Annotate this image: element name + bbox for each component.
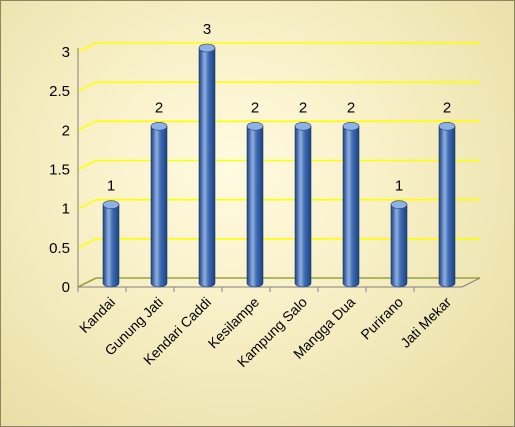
x-tick-label: Kandai bbox=[76, 294, 118, 336]
bar-top bbox=[150, 122, 168, 131]
data-label: 2 bbox=[443, 99, 451, 116]
gridline-diagonal bbox=[77, 81, 97, 92]
bar bbox=[438, 126, 456, 288]
gridline-diagonal bbox=[77, 198, 97, 210]
gridline-diagonal bbox=[77, 238, 97, 249]
data-label: 2 bbox=[155, 99, 163, 116]
bar-top bbox=[390, 200, 408, 209]
bar bbox=[246, 126, 264, 288]
bar-top bbox=[102, 200, 120, 209]
data-label: 2 bbox=[251, 99, 259, 116]
data-label: 1 bbox=[395, 178, 403, 195]
bar bbox=[102, 204, 120, 288]
gridline-diagonal bbox=[77, 120, 97, 132]
gridline-diagonal bbox=[77, 277, 97, 288]
gridline-diagonal bbox=[77, 42, 97, 53]
bar-top bbox=[246, 122, 264, 131]
y-tick-label: 0.5 bbox=[49, 240, 70, 257]
y-tick-label: 0 bbox=[62, 279, 70, 296]
bar bbox=[198, 47, 216, 288]
bar bbox=[150, 126, 168, 288]
x-tick-label: Jati Mekar bbox=[397, 294, 454, 351]
data-label: 3 bbox=[203, 21, 211, 38]
y-tick-label: 1.5 bbox=[49, 162, 70, 179]
data-label: 2 bbox=[299, 99, 307, 116]
bar-top bbox=[342, 122, 360, 131]
y-tick-label: 2 bbox=[62, 122, 70, 139]
bar-top bbox=[294, 122, 312, 131]
y-tick-label: 3 bbox=[62, 44, 70, 61]
bar bbox=[294, 126, 312, 288]
data-label: 2 bbox=[347, 99, 355, 116]
data-label: 1 bbox=[107, 178, 115, 195]
bar bbox=[342, 126, 360, 288]
y-tick-label: 1 bbox=[62, 201, 70, 218]
gridline-diagonal bbox=[77, 159, 97, 171]
bar-top bbox=[198, 43, 216, 53]
bar-top bbox=[438, 122, 456, 131]
bar bbox=[390, 204, 408, 288]
x-axis-depth bbox=[461, 277, 481, 288]
y-tick-label: 2.5 bbox=[49, 83, 70, 100]
x-tick-label: Purirano bbox=[357, 294, 406, 343]
